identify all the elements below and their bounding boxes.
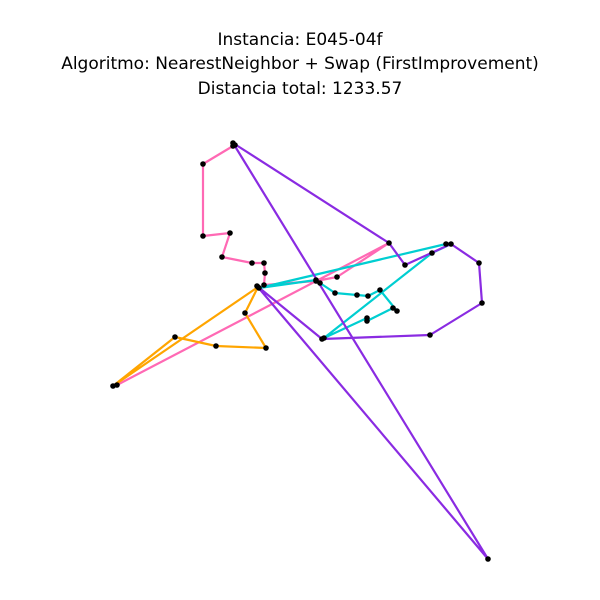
node-point: [261, 282, 267, 288]
node-point: [219, 254, 225, 260]
node-point: [332, 290, 338, 296]
node-point: [227, 230, 233, 236]
node-point: [254, 283, 260, 289]
route-1: [115, 143, 391, 387]
node-point: [200, 233, 206, 239]
title-instance: Instancia: E045-04f: [217, 30, 383, 50]
node-point: [377, 287, 383, 293]
node-point: [261, 260, 267, 266]
node-point: [262, 270, 268, 276]
node-point: [172, 334, 178, 340]
route-2: [111, 285, 268, 388]
node-point: [448, 241, 454, 247]
node-point: [354, 292, 360, 298]
node-point: [313, 277, 319, 283]
node-point: [110, 383, 116, 389]
node-point: [242, 310, 248, 316]
node-point: [394, 308, 400, 314]
node-point: [476, 260, 482, 266]
node-point: [213, 343, 219, 349]
title-distance: Distancia total: 1233.57: [197, 79, 403, 99]
node-point: [386, 240, 392, 246]
node-point: [319, 336, 325, 342]
node-point: [402, 262, 408, 268]
node-point: [200, 161, 206, 167]
node-point: [365, 293, 371, 299]
node-point: [485, 556, 491, 562]
node-point: [334, 274, 340, 280]
node-point: [230, 140, 236, 146]
node-point: [427, 332, 433, 338]
node-point: [263, 345, 269, 351]
node-point: [429, 250, 435, 256]
node-point: [390, 305, 396, 311]
node-point: [249, 260, 255, 266]
node-point: [443, 241, 449, 247]
node-layer: [110, 140, 491, 562]
node-point: [364, 318, 370, 324]
route-4: [231, 141, 490, 561]
route-layer: [111, 141, 490, 561]
node-point: [317, 280, 323, 286]
title-algorithm: Algoritmo: NearestNeighbor + Swap (First…: [61, 54, 539, 74]
node-point: [479, 300, 485, 306]
